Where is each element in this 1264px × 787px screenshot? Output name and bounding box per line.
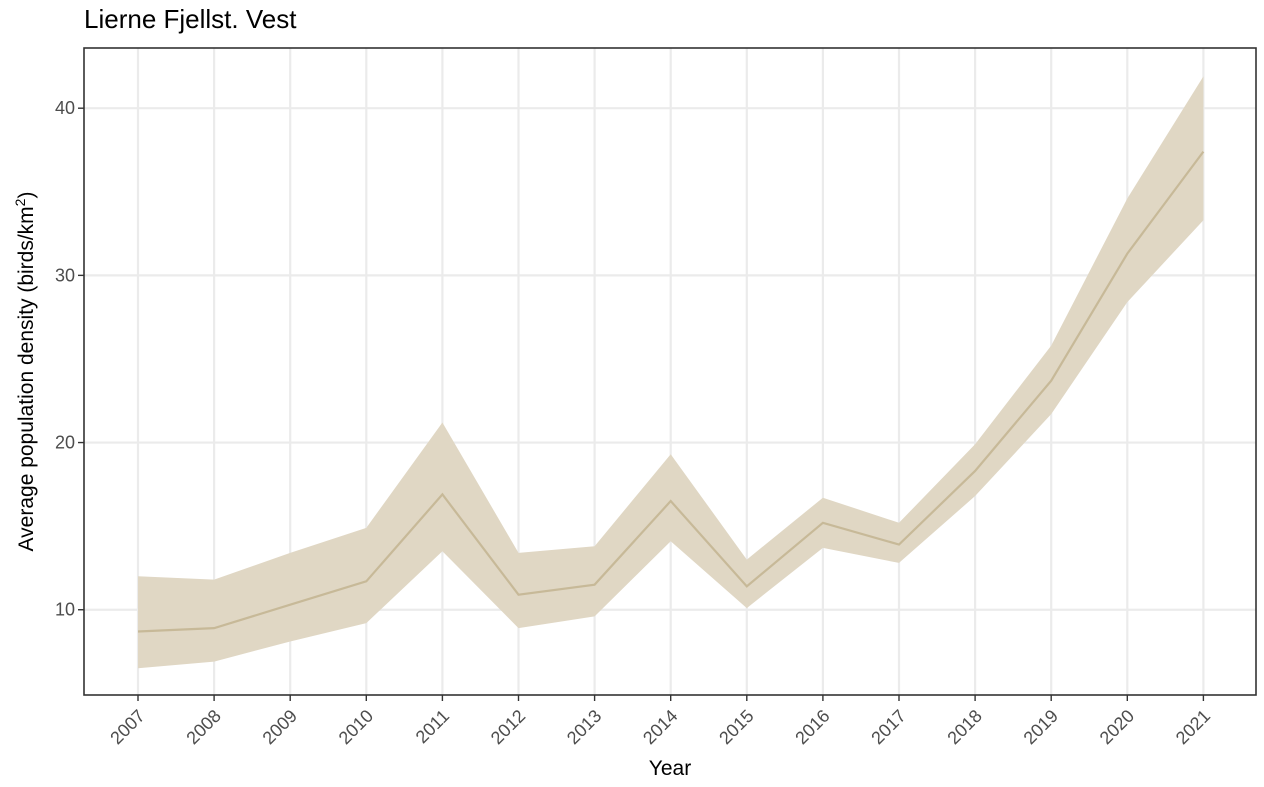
x-tick-label: 2010: [335, 706, 377, 748]
x-tick-label: 2008: [182, 706, 224, 748]
y-tick-label: 30: [55, 265, 75, 285]
y-tick-label: 40: [55, 98, 75, 118]
x-tick-label: 2007: [106, 706, 148, 748]
chart-title: Lierne Fjellst. Vest: [84, 4, 297, 34]
x-tick-label: 2019: [1020, 706, 1062, 748]
y-axis-label: Average population density (birds/km2): [12, 192, 38, 552]
x-tick-label: 2011: [412, 706, 454, 748]
x-tick-label: 2021: [1172, 706, 1214, 748]
x-tick-label: 2013: [563, 706, 605, 748]
confidence-ribbon: [138, 76, 1204, 669]
x-tick-label: 2015: [715, 706, 757, 748]
x-tick-label: 2018: [943, 706, 985, 748]
y-axis-label-text: Average population density (birds/km: [15, 206, 38, 551]
y-axis: 10 20 30 40: [55, 98, 84, 620]
x-tick-label: 2009: [259, 706, 301, 748]
x-tick-label: 2012: [487, 706, 529, 748]
series-line: [137, 150, 1205, 633]
x-tick-label: 2014: [639, 706, 681, 748]
y-axis-label-close: ): [15, 192, 38, 199]
y-tick-label: 20: [55, 433, 75, 453]
x-tick-label: 2016: [791, 706, 833, 748]
x-tick-label: 2020: [1096, 706, 1138, 748]
x-tick-label: 2017: [867, 706, 909, 748]
x-axis: 2007 2008 2009 2010 2011 2012 2013 2014 2015 2016…: [106, 695, 1214, 748]
x-axis-label: Year: [649, 757, 691, 780]
y-axis-label-superscript: 2: [12, 198, 28, 206]
y-tick-label: 10: [55, 600, 75, 620]
